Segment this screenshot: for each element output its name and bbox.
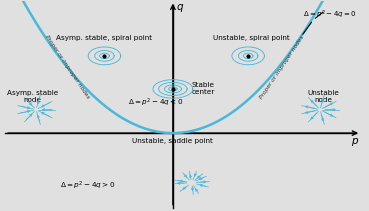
Text: q: q (177, 2, 184, 12)
Text: Unstable
node: Unstable node (307, 90, 339, 103)
Text: Asymp. stable, spiral point: Asymp. stable, spiral point (56, 35, 152, 41)
Text: p: p (351, 136, 358, 146)
Text: Unstable, saddle point: Unstable, saddle point (132, 138, 213, 144)
Text: Stable
center: Stable center (192, 82, 215, 95)
Text: Unstable, spiral point: Unstable, spiral point (213, 35, 290, 41)
Text: Asymp. stable
node: Asymp. stable node (7, 90, 58, 103)
Text: $\Delta = p^2-4q > 0$: $\Delta = p^2-4q > 0$ (60, 179, 115, 192)
Text: Proper or improper nodes: Proper or improper nodes (259, 34, 306, 100)
Text: Proper or improper nodes: Proper or improper nodes (44, 34, 90, 100)
Text: $\Delta = p^2-4q = 0$: $\Delta = p^2-4q = 0$ (303, 8, 356, 21)
Text: $\Delta = p^2-4q < 0$: $\Delta = p^2-4q < 0$ (128, 97, 183, 109)
